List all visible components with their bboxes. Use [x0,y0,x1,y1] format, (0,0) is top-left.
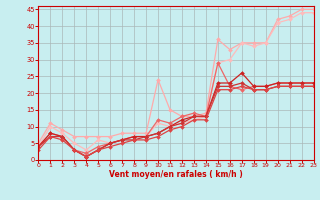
X-axis label: Vent moyen/en rafales ( km/h ): Vent moyen/en rafales ( km/h ) [109,170,243,179]
